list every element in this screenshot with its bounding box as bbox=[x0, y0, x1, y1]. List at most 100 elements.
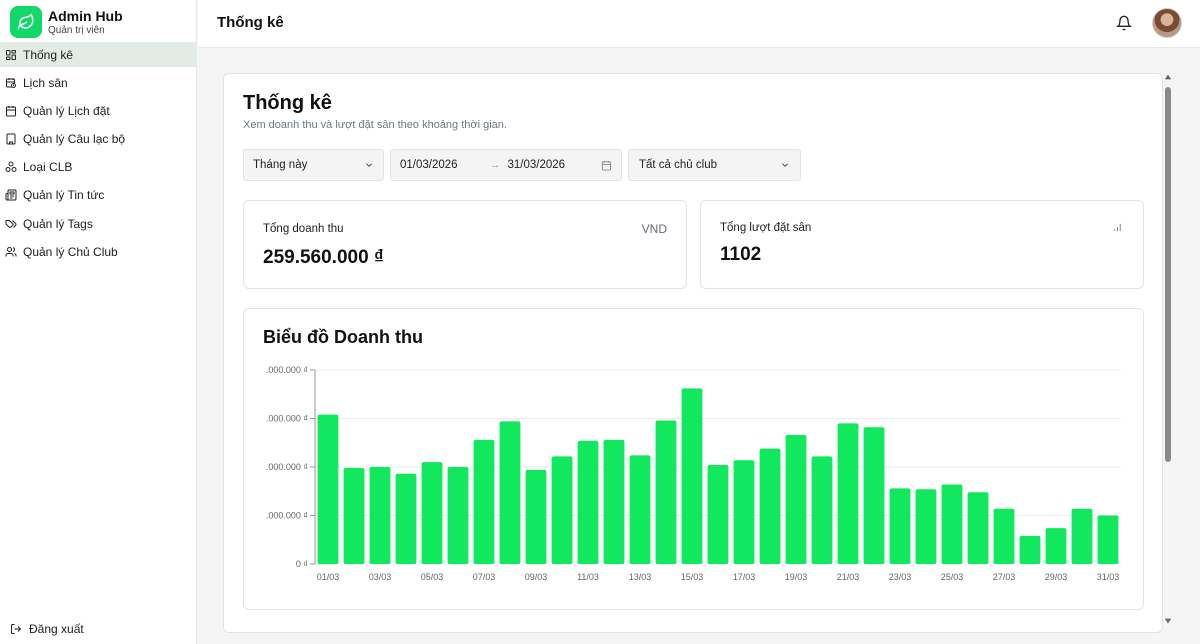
sidebar-item-label: Loại CLB bbox=[23, 160, 73, 175]
logout-icon bbox=[11, 624, 22, 634]
date-range-picker[interactable]: 01/03/2026 → 31/03/2026 bbox=[390, 149, 622, 181]
scroll-thumb[interactable] bbox=[1165, 87, 1171, 462]
bar-14/03 bbox=[655, 420, 677, 564]
bar-18/03 bbox=[759, 448, 781, 564]
logout-label: Đăng xuất bbox=[29, 622, 84, 636]
page-title: Thống kê bbox=[243, 92, 332, 114]
sidebar-item-quan-ly-chu-club[interactable]: Quản lý Chủ Club bbox=[0, 239, 197, 264]
sidebar-item-quan-ly-tin-tuc[interactable]: Quản lý Tin tức bbox=[0, 183, 197, 208]
main-card: Thống kê Xem doanh thu và lượt đặt sân t… bbox=[223, 73, 1163, 633]
sidebar-item-loai-clb[interactable]: Loại CLB bbox=[0, 155, 197, 180]
date-range-arrow: → bbox=[489, 159, 501, 171]
x-tick-label: 11/03 bbox=[577, 572, 599, 582]
leaf-logo-icon bbox=[10, 6, 42, 38]
period-select[interactable]: Tháng này bbox=[243, 149, 384, 181]
bar-04/03 bbox=[395, 473, 417, 564]
revenue-label: Tổng doanh thu bbox=[263, 223, 344, 235]
calendar-icon bbox=[6, 105, 16, 117]
revenue-stat-card: Tổng doanh thu VND 259.560.000 ₫ bbox=[243, 200, 687, 289]
signal-bars-icon bbox=[1114, 223, 1121, 232]
users-icon bbox=[5, 246, 17, 257]
sidebar-item-label: Quản lý Tin tức bbox=[23, 188, 105, 203]
owner-select-value: Tất cả chủ club bbox=[639, 159, 717, 171]
bar-24/03 bbox=[915, 489, 937, 564]
x-tick-label: 25/03 bbox=[941, 572, 964, 582]
date-to[interactable]: 31/03/2026 bbox=[507, 159, 566, 171]
top-header: Thống kê bbox=[198, 0, 1200, 48]
brand-title: Admin Hub bbox=[48, 7, 123, 24]
sidebar-item-quan-ly-cau-lac-bo[interactable]: Quản lý Câu lạc bộ bbox=[0, 127, 197, 152]
x-tick-label: 03/03 bbox=[369, 572, 392, 582]
bar-22/03 bbox=[863, 427, 885, 564]
page-scrollbar[interactable] bbox=[1163, 73, 1173, 629]
period-select-value: Tháng này bbox=[253, 159, 308, 171]
x-tick-label: 13/03 bbox=[629, 572, 652, 582]
user-avatar[interactable] bbox=[1152, 8, 1182, 38]
bar-29/03 bbox=[1045, 528, 1067, 564]
tags-icon bbox=[5, 219, 17, 228]
y-tick-label: 0 ₫ bbox=[296, 559, 308, 569]
header-title: Thống kê bbox=[217, 14, 284, 31]
calendar-clock-icon bbox=[6, 77, 16, 88]
bar-19/03 bbox=[785, 434, 807, 564]
x-tick-label: 15/03 bbox=[681, 572, 704, 582]
newspaper-icon bbox=[5, 189, 17, 201]
bar-11/03 bbox=[577, 440, 599, 564]
x-tick-label: 17/03 bbox=[733, 572, 756, 582]
x-tick-label: 31/03 bbox=[1097, 572, 1120, 582]
y-tick-label: .000.000 ₫ bbox=[266, 511, 308, 521]
chevron-down-icon bbox=[782, 163, 788, 167]
bar-05/03 bbox=[421, 462, 443, 564]
x-tick-label: 09/03 bbox=[525, 572, 548, 582]
x-tick-label: 01/03 bbox=[317, 572, 340, 582]
logout-button[interactable]: Đăng xuất bbox=[10, 622, 84, 636]
bar-03/03 bbox=[369, 467, 391, 564]
bar-21/03 bbox=[837, 423, 859, 564]
bar-15/03 bbox=[681, 388, 703, 564]
x-tick-label: 21/03 bbox=[837, 572, 860, 582]
bookings-stat-card: Tổng lượt đặt sân 1102 bbox=[700, 200, 1144, 289]
date-from[interactable]: 01/03/2026 bbox=[400, 159, 458, 171]
scroll-up-icon[interactable] bbox=[1164, 73, 1172, 81]
sidebar: Admin Hub Quản trị viên Thống kê Lịch sâ… bbox=[0, 0, 197, 644]
owner-select[interactable]: Tất cả chủ club bbox=[628, 149, 801, 181]
bar-13/03 bbox=[629, 455, 651, 564]
bar-31/03 bbox=[1097, 515, 1119, 564]
x-tick-label: 07/03 bbox=[473, 572, 496, 582]
sidebar-item-label: Quản lý Lịch đặt bbox=[23, 103, 110, 118]
revenue-bar-chart: .000.000 ₫ .000.000 ₫ .000.000 ₫ .000.000 ₫… bbox=[266, 365, 1121, 582]
brand-subtitle: Quản trị viên bbox=[48, 24, 105, 36]
bar-01/03 bbox=[317, 414, 339, 564]
sidebar-item-label: Quản lý Tags bbox=[23, 216, 93, 231]
bar-02/03 bbox=[343, 467, 365, 564]
x-tick-label: 23/03 bbox=[889, 572, 912, 582]
bar-30/03 bbox=[1071, 508, 1093, 564]
brand[interactable]: Admin Hub Quản trị viên bbox=[10, 6, 123, 38]
scroll-down-icon[interactable] bbox=[1164, 617, 1172, 625]
sidebar-item-label: Lịch sân bbox=[23, 75, 68, 90]
bar-26/03 bbox=[967, 492, 989, 564]
chart-title: Biểu đồ Doanh thu bbox=[263, 327, 423, 347]
building-icon bbox=[6, 133, 16, 145]
sidebar-item-thong-ke[interactable]: Thống kê bbox=[0, 42, 197, 67]
bar-09/03 bbox=[525, 469, 547, 564]
sidebar-item-lich-san[interactable]: Lịch sân bbox=[0, 70, 197, 95]
bar-23/03 bbox=[889, 488, 911, 564]
sidebar-item-quan-ly-lich-dat[interactable]: Quản lý Lịch đặt bbox=[0, 98, 197, 123]
y-tick-label: .000.000 ₫ bbox=[266, 414, 308, 424]
bar-28/03 bbox=[1019, 535, 1041, 564]
bar-07/03 bbox=[473, 439, 495, 564]
chevron-down-icon bbox=[366, 163, 372, 167]
sidebar-item-quan-ly-tags[interactable]: Quản lý Tags bbox=[0, 211, 197, 236]
revenue-chart-card: Biểu đồ Doanh thu .000.000 ₫ .000.000 ₫ .0… bbox=[243, 308, 1144, 610]
x-tick-label: 19/03 bbox=[785, 572, 808, 582]
bar-10/03 bbox=[551, 456, 573, 564]
revenue-value: 259.560.000 ₫ bbox=[263, 247, 384, 268]
bell-icon[interactable] bbox=[1116, 15, 1132, 31]
bar-06/03 bbox=[447, 467, 469, 564]
y-tick-label: .000.000 ₫ bbox=[266, 462, 308, 472]
page-subtitle: Xem doanh thu và lượt đặt sân theo khoản… bbox=[243, 119, 507, 131]
x-tick-label: 27/03 bbox=[993, 572, 1016, 582]
bar-27/03 bbox=[993, 508, 1015, 564]
sidebar-item-label: Quản lý Câu lạc bộ bbox=[23, 132, 126, 147]
